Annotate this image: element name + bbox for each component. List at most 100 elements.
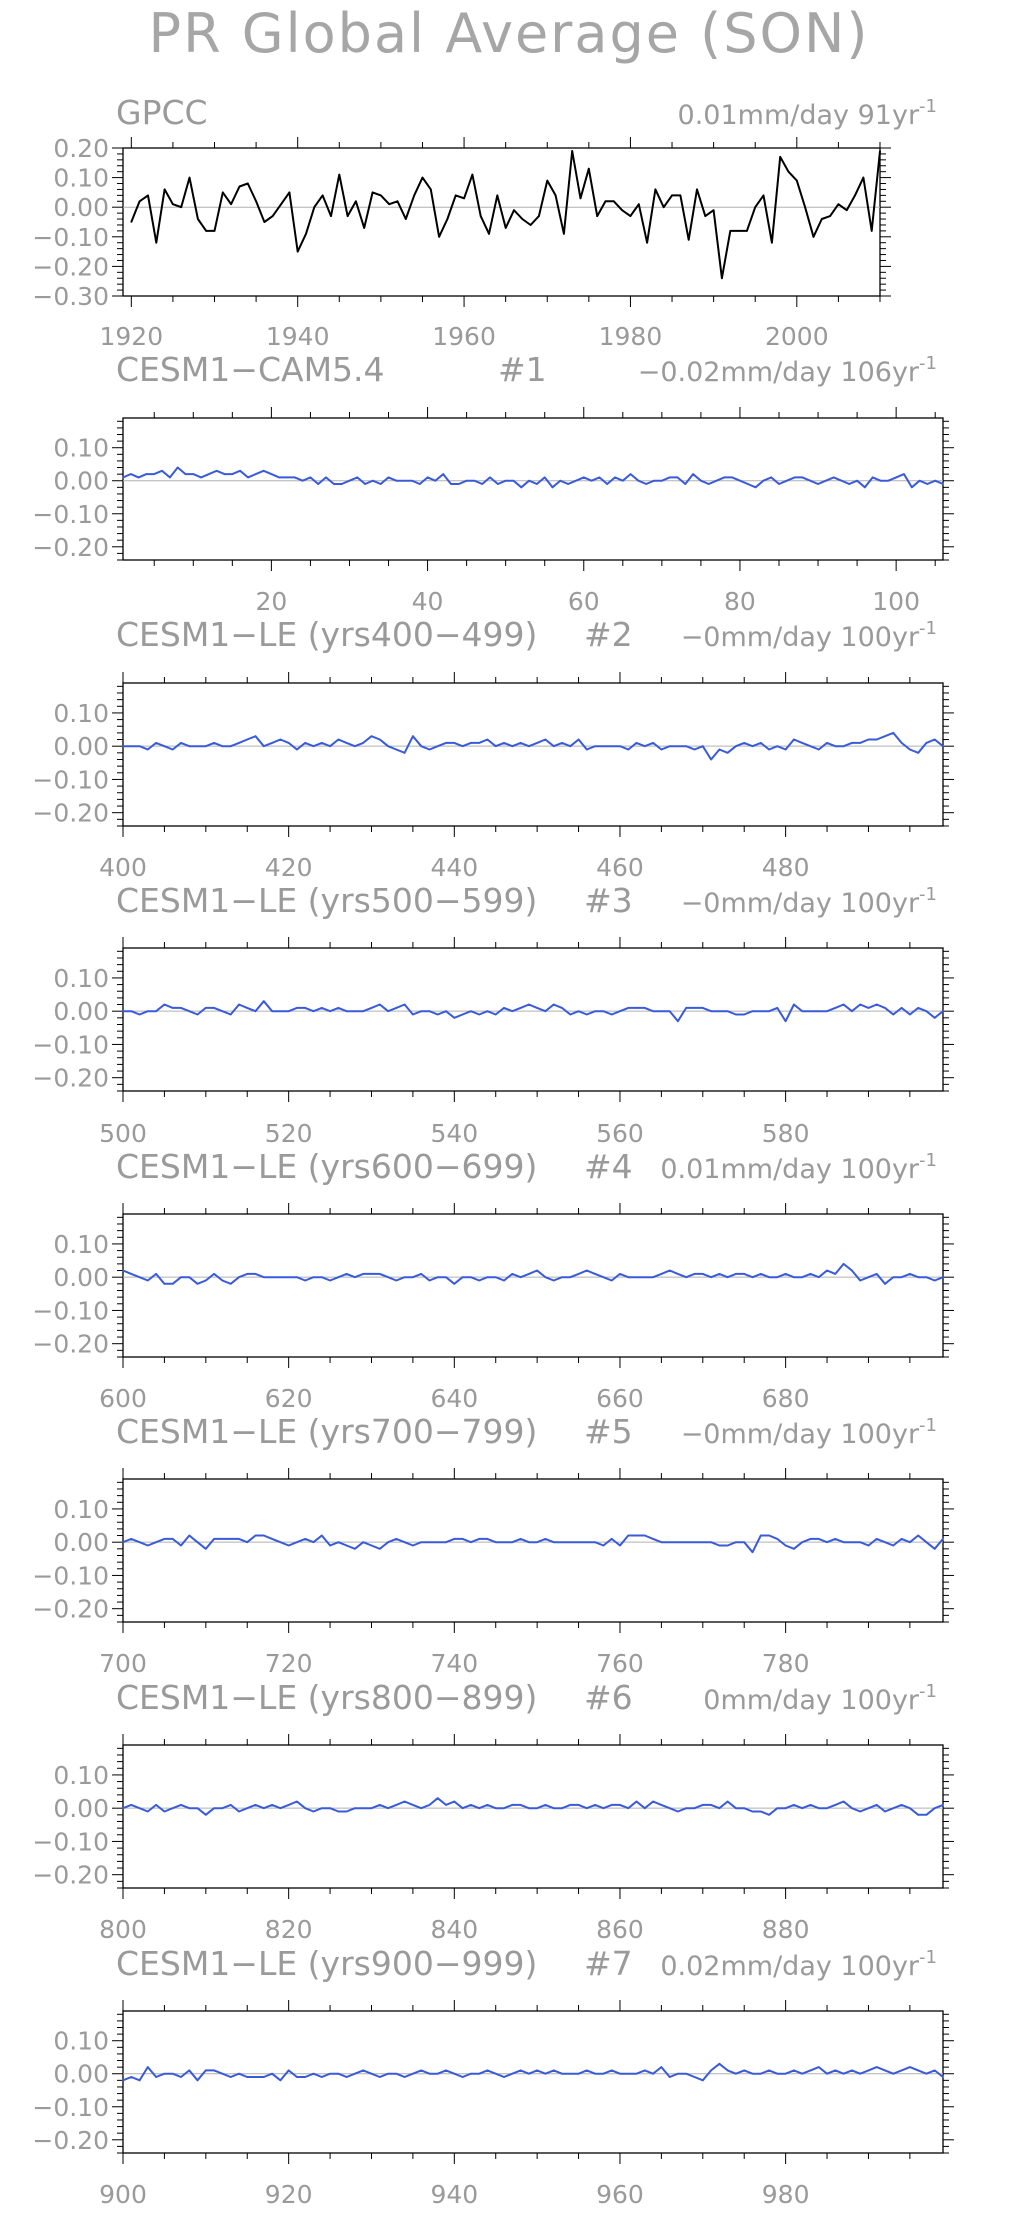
data-point <box>842 1800 845 1803</box>
series-line <box>122 2062 944 2082</box>
data-point <box>171 1283 174 1285</box>
panel-right-label-exponent: -1 <box>919 96 937 117</box>
data-point <box>892 732 895 734</box>
data-point <box>238 1810 240 1813</box>
data-point <box>879 150 881 152</box>
data-point <box>812 236 815 238</box>
panel-left-label: GPCC <box>116 93 208 132</box>
data-point <box>429 188 432 191</box>
data-point <box>420 745 422 747</box>
data-point <box>718 1010 721 1012</box>
data-point <box>254 473 257 475</box>
data-point <box>817 1538 820 1540</box>
data-point <box>155 1804 157 1806</box>
data-point <box>621 209 623 211</box>
data-point <box>504 227 507 229</box>
data-point <box>511 1804 514 1806</box>
data-point <box>635 1800 638 1803</box>
x-tick-label: 840 <box>430 1915 478 1944</box>
data-point <box>776 745 779 747</box>
data-point <box>784 1807 787 1809</box>
data-point <box>875 738 878 741</box>
data-point <box>652 2072 654 2075</box>
data-point <box>395 1279 398 1282</box>
data-point <box>743 1013 746 1016</box>
y-tick-label: −0.20 <box>32 252 109 281</box>
data-point <box>538 215 540 217</box>
data-point <box>247 476 249 479</box>
chart-panel-1: GPCC 0.01mm/day 91yr-1 −0.30−0.20−0.100.00… <box>32 93 937 351</box>
data-point <box>685 1541 688 1543</box>
data-point <box>478 742 480 744</box>
data-point <box>552 1003 555 1006</box>
data-point <box>528 1541 530 1543</box>
data-point <box>370 2072 373 2075</box>
data-point <box>842 1003 845 1006</box>
data-point <box>662 206 665 208</box>
data-point <box>867 1276 870 1278</box>
data-point <box>329 1807 331 1809</box>
x-tick-label: 480 <box>762 853 810 882</box>
data-point <box>450 483 452 485</box>
data-point <box>793 476 796 479</box>
data-point <box>746 230 748 232</box>
data-point <box>192 473 195 475</box>
data-point <box>205 230 207 232</box>
data-point <box>768 1276 770 1278</box>
data-point <box>271 742 273 744</box>
data-point <box>387 1541 389 1543</box>
data-point <box>637 203 640 206</box>
data-point <box>286 476 288 479</box>
chart-panel-8: CESM1−LE (yrs900−999) #7 0.02mm/day 100yr-… <box>32 1944 954 2209</box>
data-point <box>668 1807 671 1809</box>
x-tick-label: 640 <box>430 1384 478 1413</box>
data-point <box>759 1810 762 1813</box>
data-point <box>254 735 257 738</box>
y-tick-label: −0.10 <box>32 765 109 794</box>
data-point <box>577 1541 580 1543</box>
y-tick-label: −0.10 <box>32 223 109 252</box>
data-point <box>909 1013 911 1016</box>
data-point <box>864 486 866 489</box>
x-tick-label: 520 <box>265 1119 313 1148</box>
data-point <box>196 1541 199 1543</box>
data-point <box>551 486 554 489</box>
data-point <box>926 483 929 485</box>
data-point <box>180 2076 182 2078</box>
data-point <box>246 1807 249 1809</box>
data-point <box>329 1544 331 1547</box>
data-point <box>304 1538 307 1540</box>
data-point <box>387 1276 389 1278</box>
panel-right-label-exponent: -1 <box>919 1947 937 1968</box>
data-point <box>312 745 315 747</box>
data-point <box>153 473 156 475</box>
data-point <box>900 742 903 744</box>
data-point <box>582 476 585 479</box>
data-point <box>577 738 580 741</box>
panel-right-label: 0mm/day 100yr-1 <box>703 1681 937 1716</box>
data-point <box>685 1807 688 1809</box>
data-point <box>768 1814 770 1816</box>
data-point <box>370 1807 373 1809</box>
data-point <box>793 738 795 741</box>
data-point <box>511 1010 514 1012</box>
data-point <box>809 1010 812 1012</box>
data-point <box>254 2076 257 2078</box>
panel-left-label: CESM1−LE (yrs800−899) <box>116 1678 537 1717</box>
data-point <box>145 473 148 475</box>
data-point <box>271 2072 273 2075</box>
panel-right-label: −0mm/day 100yr-1 <box>681 884 937 919</box>
data-point <box>288 191 291 194</box>
data-point <box>671 194 673 197</box>
data-point <box>163 2072 166 2075</box>
data-point <box>271 1804 273 1806</box>
data-point <box>213 742 215 744</box>
data-point <box>163 1538 166 1540</box>
data-point <box>826 1010 828 1012</box>
data-point <box>859 742 861 744</box>
data-point <box>312 2072 315 2075</box>
y-tick-label: 0.00 <box>53 1528 109 1557</box>
data-point <box>246 1541 249 1543</box>
data-point <box>503 1541 505 1543</box>
